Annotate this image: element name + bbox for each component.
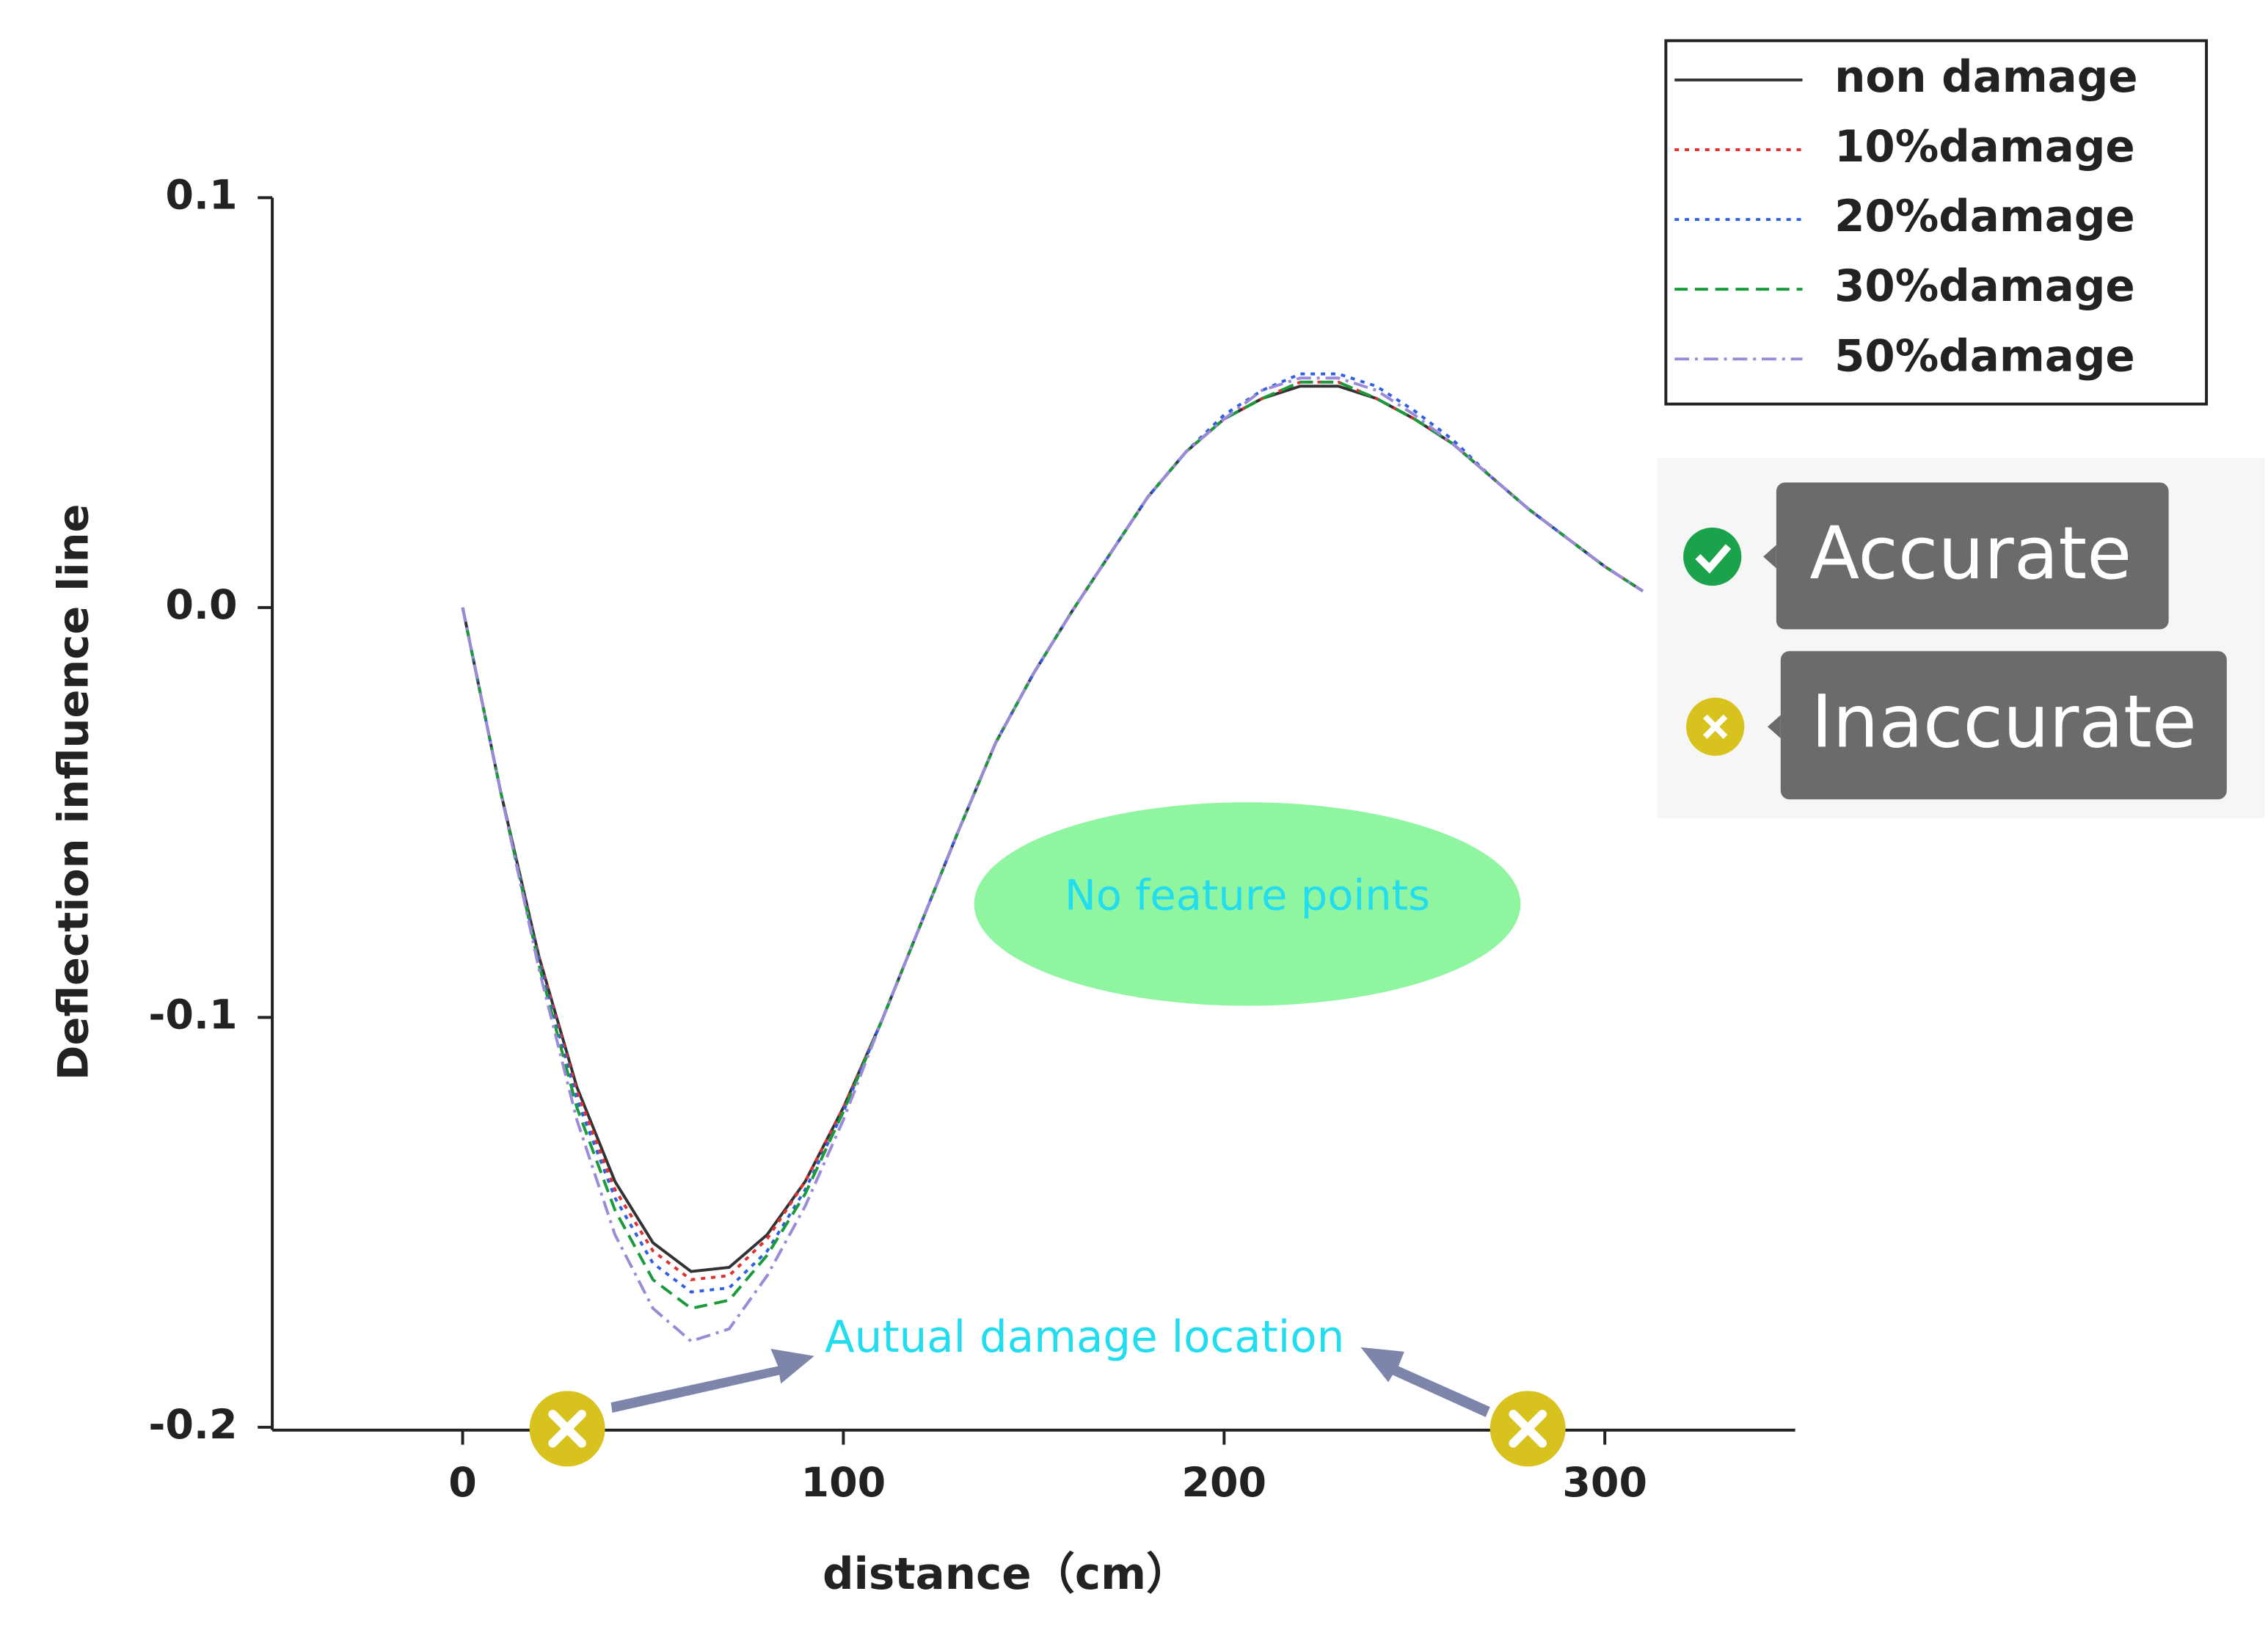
legend-label: non damage bbox=[1834, 52, 2137, 103]
key-box bbox=[1780, 651, 2227, 800]
x-tick-label: 300 bbox=[1562, 1460, 1647, 1507]
x-tick-label: 100 bbox=[801, 1460, 886, 1507]
series-line bbox=[461, 376, 1644, 1343]
key-box bbox=[1776, 482, 2169, 630]
check-mark bbox=[1695, 544, 1732, 574]
x-axis-label: distance（cm） bbox=[823, 1549, 1189, 1600]
check-icon bbox=[1683, 527, 1742, 586]
plot-area: -0.2 -0.1 0.0 0.1 0 100 200 300 bbox=[148, 172, 1647, 1507]
legend-label: 10%damage bbox=[1834, 122, 2135, 172]
annotation: No feature points bbox=[1065, 871, 1430, 920]
y-axis-label: Deflection influence line bbox=[48, 504, 98, 1081]
legend-box bbox=[1664, 39, 2209, 406]
key-pointer bbox=[1767, 715, 1781, 739]
key-label: Accurate bbox=[1809, 512, 2132, 596]
legend-label: 20%damage bbox=[1834, 192, 2135, 242]
feature-ellipse bbox=[974, 802, 1521, 1006]
key-label: Inaccurate bbox=[1811, 680, 2196, 765]
arrow bbox=[1360, 1347, 1490, 1417]
key-pointer bbox=[1763, 545, 1776, 569]
y-tick-label: 0.0 bbox=[165, 582, 237, 629]
y-tick-label: -0.1 bbox=[148, 991, 237, 1038]
inaccurate-marker bbox=[529, 1391, 605, 1467]
x-tick-label: 200 bbox=[1181, 1460, 1266, 1507]
inaccurate-marker bbox=[1489, 1391, 1566, 1467]
cross-mark bbox=[1703, 714, 1728, 739]
legend-label: 50%damage bbox=[1834, 331, 2135, 382]
y-tick-label: -0.2 bbox=[148, 1402, 237, 1449]
arrow bbox=[610, 1348, 814, 1413]
annotation: Autual damage location bbox=[825, 1312, 1344, 1363]
y-tick-label: 0.1 bbox=[165, 172, 237, 219]
legend: non damage 10%damage 20%damage 30%damage 50%… bbox=[1674, 52, 2138, 382]
legend-label: 30%damage bbox=[1834, 261, 2135, 312]
x-tick-label: 0 bbox=[448, 1460, 477, 1507]
